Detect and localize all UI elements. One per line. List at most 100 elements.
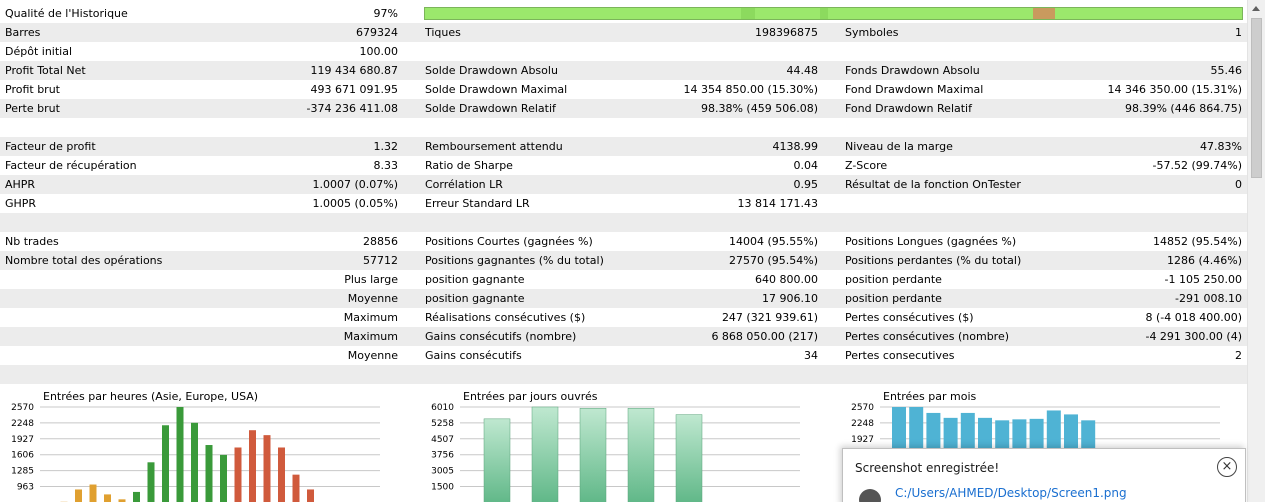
chart-bar bbox=[278, 447, 285, 502]
stats-label-2: Réalisations consécutives ($) bbox=[425, 311, 586, 324]
stats-value-1: 493 671 091.95 bbox=[310, 83, 398, 96]
stats-label-1: GHPR bbox=[5, 197, 37, 210]
scroll-up-icon[interactable] bbox=[1252, 6, 1260, 11]
stats-row: Profit Total Net 119 434 680.87 Solde Draw… bbox=[0, 61, 1247, 80]
y-tick-label: 5258 bbox=[431, 419, 454, 429]
chart-hours-plot: 2570 2248 1927 1606 1285 963 bbox=[11, 403, 380, 502]
folder-icon bbox=[859, 489, 881, 502]
chart-bar bbox=[483, 418, 511, 502]
toast-file-link[interactable]: C:/Users/AHMED/Desktop/Screen1.png bbox=[895, 486, 1127, 500]
stats-label-2: Solde Drawdown Maximal bbox=[425, 83, 568, 96]
stats-label-3: Fond Drawdown Maximal bbox=[845, 83, 984, 96]
stats-label-1: Facteur de profit bbox=[5, 140, 96, 153]
chart-bar bbox=[292, 474, 300, 502]
scroll-thumb[interactable] bbox=[1251, 18, 1262, 178]
stats-label-3: Pertes consecutives bbox=[845, 349, 955, 362]
stats-row bbox=[0, 365, 1247, 384]
stats-row: Profit brut 493 671 091.95 Solde Drawdown … bbox=[0, 80, 1247, 99]
stats-value-1 bbox=[150, 365, 398, 384]
stats-label-3: Niveau de la marge bbox=[845, 140, 953, 153]
y-tick-label: 1927 bbox=[851, 435, 874, 445]
stats-value-3: 14852 (95.54%) bbox=[1152, 235, 1242, 248]
stats-value-1: Maximum bbox=[343, 311, 398, 324]
stats-label-1: Dépôt initial bbox=[5, 45, 73, 58]
stats-row: Dépôt initial 100.00 bbox=[0, 42, 1247, 61]
stats-value-3: 0 bbox=[1235, 178, 1242, 191]
stats-label-2: Gains consécutifs (nombre) bbox=[425, 330, 577, 343]
chart-days-plot: 6010 5258 4507 3756 3005 1500 bbox=[431, 403, 800, 502]
chart-bar bbox=[579, 408, 607, 502]
stats-row: Moyenne Gains consécutifs 34 Pertes consecu… bbox=[0, 346, 1247, 365]
stats-value-2: 27570 (95.54%) bbox=[728, 254, 818, 267]
stats-label-2: Solde Drawdown Absolu bbox=[425, 64, 558, 77]
stats-value-3: -57.52 (99.74%) bbox=[1152, 159, 1242, 172]
stats-value-1: 119 434 680.87 bbox=[310, 64, 398, 77]
stats-row: Nombre total des opérations 57712 Position… bbox=[0, 251, 1247, 270]
y-tick-label: 2570 bbox=[11, 403, 34, 413]
stats-label-3: Positions Longues (gagnées %) bbox=[845, 235, 1017, 248]
chart-bar bbox=[75, 489, 82, 502]
stats-label-2: Positions Courtes (gagnées %) bbox=[425, 235, 593, 248]
stats-value-3: 1286 (4.46%) bbox=[1166, 254, 1242, 267]
chart-bar bbox=[118, 499, 126, 502]
toast-title: Screenshot enregistrée! bbox=[855, 461, 1000, 475]
chart-bar bbox=[220, 454, 227, 502]
stats-label-1: Nb trades bbox=[5, 235, 59, 248]
stats-value-3: -4 291 300.00 (4) bbox=[1145, 330, 1242, 343]
stats-value-2: 17 906.10 bbox=[762, 292, 818, 305]
stats-value-3: -291 008.10 bbox=[1175, 292, 1242, 305]
y-tick-label: 6010 bbox=[431, 403, 454, 413]
stats-value-1: 8.33 bbox=[373, 159, 399, 172]
chart-bar bbox=[307, 489, 314, 502]
quality-marker bbox=[1033, 8, 1055, 19]
close-icon[interactable]: × bbox=[1217, 457, 1237, 477]
stats-row: GHPR 1.0005 (0.05%) Erreur Standard LR 13 8… bbox=[0, 194, 1247, 213]
stats-label-3: Pertes consécutives (nombre) bbox=[845, 330, 1010, 343]
stats-label-1: Facteur de récupération bbox=[5, 159, 137, 172]
stats-value-3: 2 bbox=[1235, 349, 1242, 362]
chart-bar bbox=[133, 491, 140, 502]
stats-value-3 bbox=[960, 42, 1242, 61]
stats-value-2: 6 868 050.00 (217) bbox=[711, 330, 818, 343]
chart-months-title: Entrées par mois bbox=[883, 390, 977, 403]
stats-row: Perte brut -374 236 411.08 Solde Drawdown … bbox=[0, 99, 1247, 118]
stats-row: AHPR 1.0007 (0.07%) Corrélation LR 0.95 Résu… bbox=[0, 175, 1247, 194]
stats-row: Facteur de récupération 8.33 Ratio de Shar… bbox=[0, 156, 1247, 175]
y-tick-label: 4507 bbox=[431, 435, 454, 445]
chart-bar bbox=[162, 425, 169, 502]
stats-label-2: Corrélation LR bbox=[425, 178, 503, 191]
stats-value-1: 1.0005 (0.05%) bbox=[312, 197, 398, 210]
y-tick-label: 963 bbox=[17, 483, 34, 493]
screenshot-toast[interactable]: Screenshot enregistrée! × C:/Users/AHMED… bbox=[842, 448, 1246, 502]
chart-bar bbox=[234, 447, 242, 502]
stats-value-1: Moyenne bbox=[347, 292, 398, 305]
quality-shade bbox=[820, 8, 828, 19]
chart-bar bbox=[675, 414, 703, 502]
vertical-scrollbar[interactable] bbox=[1247, 0, 1265, 502]
stats-value-2: 0.95 bbox=[793, 178, 819, 191]
stats-row: Facteur de profit 1.32 Remboursement atten… bbox=[0, 137, 1247, 156]
stats-label-3: position perdante bbox=[845, 292, 942, 305]
stats-value-3: -1 105 250.00 bbox=[1164, 273, 1242, 286]
stats-value-1: 1.0007 (0.07%) bbox=[312, 178, 398, 191]
stats-label-3: Résultat de la fonction OnTester bbox=[845, 178, 1021, 191]
stats-row: Plus large position gagnante 640 800.00 pos… bbox=[0, 270, 1247, 289]
stats-value-3 bbox=[960, 365, 1242, 384]
chart-hours-title: Entrées par heures (Asie, Europe, USA) bbox=[43, 390, 259, 403]
y-tick-label: 1927 bbox=[11, 435, 34, 445]
stats-value-2: 14004 (95.55%) bbox=[728, 235, 818, 248]
stats-label-2: Erreur Standard LR bbox=[425, 197, 530, 210]
stats-label-2: Gains consécutifs bbox=[425, 349, 522, 362]
y-tick-label: 3756 bbox=[431, 451, 454, 461]
chart-days-title: Entrées par jours ouvrés bbox=[463, 390, 598, 403]
stats-row: Maximum Gains consécutifs (nombre) 6 868 0… bbox=[0, 327, 1247, 346]
chart-bar bbox=[147, 462, 155, 502]
y-tick-label: 1606 bbox=[11, 451, 34, 461]
stats-value-1: 57712 bbox=[363, 254, 398, 267]
stats-value-3: 55.46 bbox=[1210, 64, 1243, 77]
quality-value: 97% bbox=[373, 7, 398, 20]
stats-label-3: Symboles bbox=[845, 26, 899, 39]
chart-bar bbox=[104, 494, 111, 502]
quality-label: Qualité de l'Historique bbox=[5, 7, 128, 20]
stats-label-3: position perdante bbox=[845, 273, 942, 286]
